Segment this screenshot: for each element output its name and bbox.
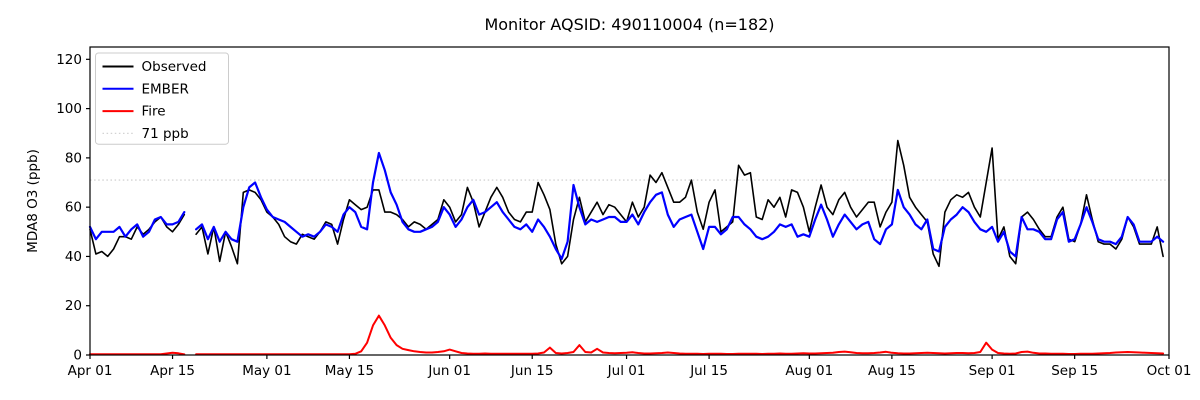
x-tick-label: Jun 01 xyxy=(427,363,471,379)
x-tick-label: May 01 xyxy=(242,363,291,379)
x-tick-label: Aug 15 xyxy=(868,363,916,379)
legend-label-71-ppb: 71 ppb xyxy=(142,126,189,142)
y-tick-label: 80 xyxy=(65,150,82,166)
legend-label-fire: Fire xyxy=(142,104,166,120)
series-observed-line xyxy=(195,139,1164,268)
x-tick-label: Jun 15 xyxy=(510,363,554,379)
y-tick-label: 60 xyxy=(65,200,82,216)
y-tick-label: 40 xyxy=(65,249,82,265)
x-tick-label: May 15 xyxy=(325,363,374,379)
x-tick-label: Apr 01 xyxy=(68,363,113,379)
x-tick-label: Apr 15 xyxy=(150,363,195,379)
y-tick-label: 120 xyxy=(56,52,82,68)
x-tick-label: Aug 01 xyxy=(785,363,833,379)
plot-border xyxy=(89,46,1170,356)
series-ember-line xyxy=(88,211,186,241)
x-tick-label: Jul 15 xyxy=(689,363,728,379)
series-ember-line xyxy=(195,151,1165,260)
y-tick-label: 0 xyxy=(73,348,82,364)
y-tick-label: 20 xyxy=(65,298,82,314)
legend-box xyxy=(95,52,229,145)
legend-label-ember: EMBER xyxy=(142,81,189,97)
y-tick-label: 100 xyxy=(56,101,82,117)
x-tick-label: Sep 01 xyxy=(969,363,1016,379)
x-tick-label: Jul 01 xyxy=(607,363,646,379)
series-fire-line xyxy=(195,314,1165,356)
x-tick-label: Oct 01 xyxy=(1147,363,1192,379)
x-tick-label: Sep 15 xyxy=(1051,363,1098,379)
chart-title: Monitor AQSID: 490110004 (n=182) xyxy=(484,15,775,34)
series-fire-line xyxy=(89,351,186,356)
series-observed-line xyxy=(89,213,186,258)
y-axis-label: MDA8 O3 (ppb) xyxy=(25,149,41,253)
legend-label-observed: Observed xyxy=(142,59,207,75)
